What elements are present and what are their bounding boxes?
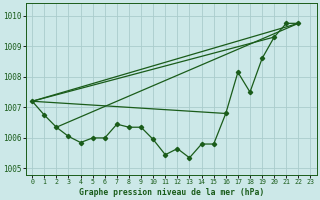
X-axis label: Graphe pression niveau de la mer (hPa): Graphe pression niveau de la mer (hPa)	[79, 188, 264, 197]
